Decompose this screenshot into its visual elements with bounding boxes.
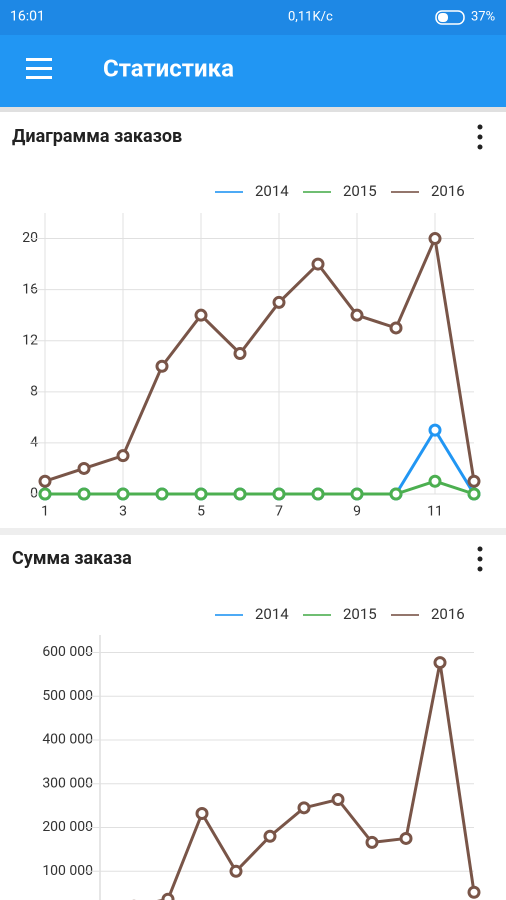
battery-icon [435, 10, 465, 25]
data-point [428, 474, 442, 488]
data-point [233, 487, 247, 501]
data-point [297, 801, 311, 815]
data-point [389, 321, 403, 335]
data-point [365, 835, 379, 849]
legend-label: 2016 [431, 605, 465, 623]
y-tick-label: 100 000 [42, 863, 93, 879]
app-bar [0, 35, 506, 107]
data-point [311, 257, 325, 271]
data-point [433, 656, 447, 670]
card-menu[interactable] [477, 546, 483, 572]
status-bar [0, 0, 506, 35]
data-point [194, 308, 208, 322]
data-point [389, 487, 403, 501]
y-tick-label: 500 000 [42, 688, 93, 704]
card-separator [0, 528, 506, 535]
x-tick-label: 9 [353, 504, 361, 520]
legend-label: 2014 [255, 182, 289, 200]
data-point [229, 864, 243, 878]
data-point [428, 232, 442, 246]
series-line [45, 479, 475, 496]
data-point [350, 308, 364, 322]
data-point [77, 461, 91, 475]
app-title: Статистика [103, 54, 234, 82]
status-battery: 37% [471, 9, 495, 24]
data-point [195, 807, 209, 820]
x-tick-label: 7 [275, 504, 283, 520]
shadow [0, 107, 506, 112]
y-tick-label: 200 000 [42, 819, 93, 835]
data-point [272, 295, 286, 309]
data-point [161, 892, 175, 900]
x-tick-label: 3 [119, 504, 127, 520]
legend-label: 2015 [343, 182, 377, 200]
chart-title: Сумма заказа [12, 548, 132, 569]
series-line [45, 427, 476, 496]
y-tick-label: 300 000 [42, 775, 93, 791]
x-tick-label: 1 [41, 504, 49, 520]
y-tick-label: 400 000 [42, 732, 93, 748]
data-point [467, 474, 481, 488]
legend-label: 2014 [255, 605, 289, 623]
legend-label: 2016 [431, 182, 465, 200]
data-point [399, 831, 413, 845]
data-point [350, 487, 364, 501]
data-point [155, 359, 169, 373]
chart-title: Диаграмма заказов [12, 126, 182, 147]
data-point [38, 474, 52, 488]
data-point [467, 885, 481, 899]
series-line [156, 662, 476, 900]
data-point [331, 793, 345, 806]
series-line [44, 233, 476, 483]
x-tick-label: 11 [427, 504, 443, 520]
x-tick-label: 5 [197, 504, 205, 520]
battery-level [438, 13, 448, 22]
data-point [194, 487, 208, 501]
legend-label: 2015 [343, 605, 377, 623]
data-point [116, 449, 130, 463]
menu-button[interactable] [26, 58, 52, 79]
data-point [116, 487, 130, 501]
y-tick-label: 600 000 [42, 644, 93, 660]
data-point [233, 347, 247, 360]
data-point [311, 487, 325, 501]
data-point [467, 487, 481, 501]
data-point [272, 487, 286, 501]
status-network: 0,11K/c [288, 9, 333, 24]
status-time: 16:01 [10, 9, 45, 25]
data-point [38, 487, 52, 501]
data-point [155, 487, 169, 501]
data-point [263, 829, 277, 843]
data-point [77, 487, 91, 501]
card-menu[interactable] [477, 124, 483, 150]
data-point [428, 423, 442, 437]
